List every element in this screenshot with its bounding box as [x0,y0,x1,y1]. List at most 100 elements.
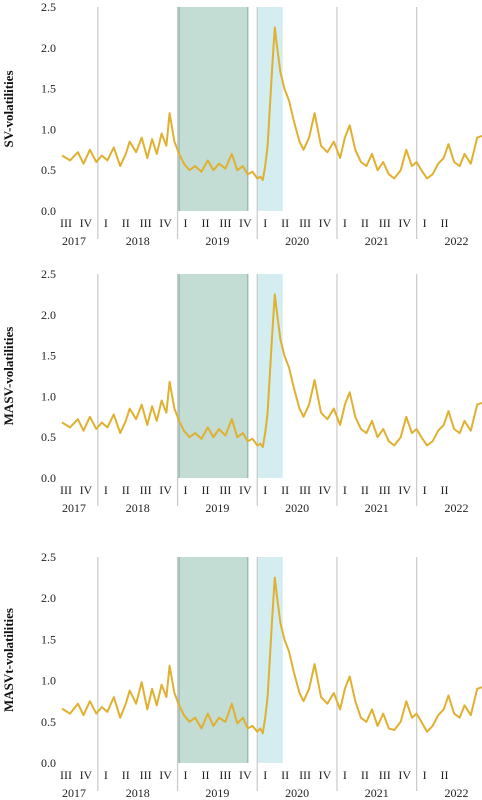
x-year-label: 2017 [62,501,86,515]
x-quarter-label: II [281,483,289,497]
x-quarter-label: I [104,483,108,497]
x-quarter-label: I [423,768,427,782]
x-quarter-label: III [299,483,311,497]
x-quarter-label: I [104,768,108,782]
x-quarter-label: III [219,768,231,782]
x-quarter-label: II [361,768,369,782]
y-tick-label: 2.5 [41,550,56,564]
x-year-label: 2020 [285,234,309,248]
y-tick-label: 1.0 [41,122,56,136]
x-quarter-label: I [104,216,108,230]
x-quarter-label: IV [398,768,411,782]
x-quarter-label: IV [319,216,332,230]
x-quarter-label: III [60,216,72,230]
x-quarter-label: IV [159,216,172,230]
x-quarter-label: IV [239,483,252,497]
x-quarter-label: I [263,483,267,497]
x-year-label: 2020 [285,501,309,515]
x-quarter-label: II [281,768,289,782]
x-quarter-label: I [343,216,347,230]
x-quarter-label: II [122,768,130,782]
x-quarter-label: IV [159,483,172,497]
x-quarter-label: II [122,483,130,497]
x-quarter-label: IV [80,483,93,497]
x-quarter-label: I [263,216,267,230]
x-quarter-label: IV [398,483,411,497]
x-quarter-label: III [379,216,391,230]
x-quarter-label: IV [239,768,252,782]
x-quarter-label: II [441,768,449,782]
x-year-label: 2017 [62,786,86,800]
x-quarter-label: III [140,216,152,230]
x-quarter-label: I [184,483,188,497]
x-year-label: 2017 [62,234,86,248]
x-quarter-label: I [423,483,427,497]
x-quarter-label: IV [239,216,252,230]
x-quarter-label: IV [80,216,93,230]
x-quarter-label: II [361,483,369,497]
y-tick-label: 1.5 [41,349,56,363]
x-year-label: 2021 [365,234,389,248]
x-year-label: 2022 [444,501,468,515]
y-tick-label: 1.5 [41,632,56,646]
x-year-label: 2019 [205,234,229,248]
y-tick-label: 1.5 [41,82,56,96]
x-quarter-label: II [201,483,209,497]
x-quarter-label: III [379,768,391,782]
y-tick-label: 0.5 [41,163,56,177]
x-quarter-label: I [263,768,267,782]
x-quarter-label: I [184,768,188,782]
y-tick-label: 0.5 [41,430,56,444]
x-quarter-label: II [441,483,449,497]
x-year-label: 2021 [365,786,389,800]
x-quarter-label: III [219,216,231,230]
y-axis-label: SV-volatilities [1,70,16,147]
x-year-label: 2022 [444,234,468,248]
x-quarter-label: IV [80,768,93,782]
x-quarter-label: IV [398,216,411,230]
y-tick-label: 2.0 [41,41,56,55]
y-tick-label: 0.0 [41,756,56,770]
y-tick-label: 1.0 [41,389,56,403]
x-quarter-label: I [343,483,347,497]
y-axis-label: MASVt-volatilities [1,608,16,712]
x-quarter-label: III [219,483,231,497]
shaded-region [177,7,248,211]
y-tick-label: 0.0 [41,471,56,485]
x-year-label: 2022 [444,786,468,800]
y-tick-label: 0.0 [41,204,56,218]
x-quarter-label: III [299,768,311,782]
series-line [61,293,482,448]
x-quarter-label: III [140,483,152,497]
x-year-label: 2021 [365,501,389,515]
series-line [61,576,482,735]
x-quarter-label: I [343,768,347,782]
y-tick-label: 2.5 [41,267,56,281]
x-quarter-label: IV [319,483,332,497]
y-tick-label: 2.0 [41,591,56,605]
y-tick-label: 0.5 [41,715,56,729]
x-year-label: 2018 [126,501,150,515]
shaded-region [177,274,248,478]
x-quarter-label: IV [319,768,332,782]
y-tick-label: 2.5 [41,0,56,14]
x-quarter-label: II [281,216,289,230]
x-quarter-label: II [441,216,449,230]
x-quarter-label: I [184,216,188,230]
x-year-label: 2018 [126,234,150,248]
x-quarter-label: II [201,216,209,230]
y-tick-label: 2.0 [41,308,56,322]
x-quarter-label: III [60,483,72,497]
y-axis-label: MASV-volatilities [1,327,16,426]
x-quarter-label: III [140,768,152,782]
x-quarter-label: II [201,768,209,782]
x-quarter-label: III [60,768,72,782]
x-quarter-label: II [361,216,369,230]
y-tick-label: 1.0 [41,674,56,688]
shaded-region [177,557,248,763]
x-quarter-label: I [423,216,427,230]
